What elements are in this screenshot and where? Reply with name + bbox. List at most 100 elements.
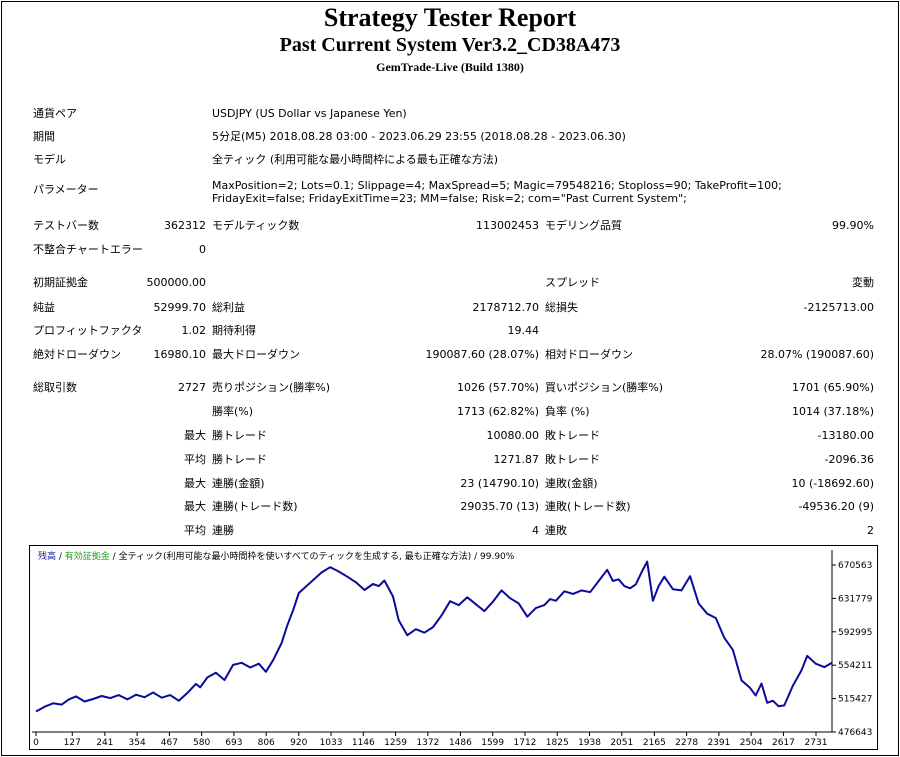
avg-cons-win-label: 連勝 [212,524,234,537]
bars-value: 362312 [164,219,206,232]
avg-cons-win-value: 4 [532,524,539,537]
legend-equity: 有効証拠金 [64,552,110,562]
x-tick-label: 2731 [805,738,828,748]
max-win-label: 勝トレード [212,429,267,442]
balance-chart [29,545,878,750]
max-word-3: 最大 [184,500,206,513]
long-label: 買いポジション(勝率%) [545,381,664,394]
max-word: 最大 [184,429,206,442]
x-tick-label: 0 [33,738,39,748]
y-tick-label: 476643 [838,728,872,738]
ticks-value: 113002453 [476,219,539,232]
ticks-label: モデルティック数 [212,219,300,232]
trades-value: 2727 [178,381,206,394]
x-tick-label: 2504 [740,738,763,748]
rel-dd-value: 28.07% (190087.60) [760,348,874,361]
x-tick-label: 2617 [772,738,795,748]
gross-profit-value: 2178712.70 [472,301,539,314]
expected-value: 19.44 [507,324,540,337]
x-tick-label: 1599 [481,738,504,748]
pf-label: プロフィットファクタ [33,324,143,337]
quality-value: 99.90% [832,219,874,232]
x-tick-label: 806 [258,738,275,748]
y-tick-label: 631779 [838,594,873,604]
max-dd-label: 最大ドローダウン [212,348,300,361]
server-build: GemTrade-Live (Build 1380) [376,60,524,74]
legend-sep-1: / [56,552,65,562]
y-tick-label: 554211 [838,661,872,671]
abs-dd-value: 16980.10 [153,348,207,361]
cons-win-amt-value: 23 (14790.10) [460,477,539,490]
cons-win-cnt-label: 連勝(トレード数) [212,500,298,513]
mismatch-label: 不整合チャートエラー [33,243,143,256]
cons-win-cnt-value: 29035.70 (13) [460,500,539,513]
pf-value: 1.02 [181,324,207,337]
avg-loss-value: -2096.36 [824,453,874,466]
loss-label: 負率 (%) [545,405,590,418]
long-value: 1701 (65.90%) [791,381,874,394]
deposit-label: 初期証拠金 [33,276,88,289]
gross-loss-label: 総損失 [545,301,578,314]
avg-word-2: 平均 [184,524,206,537]
win-value: 1713 (62.82%) [456,405,539,418]
cons-loss-cnt-value: -49536.20 (9) [798,500,874,513]
win-label: 勝率(%) [212,405,254,418]
short-label: 売りポジション(勝率%) [212,381,331,394]
strategy-name: Past Current System Ver3.2_CD38A473 [279,34,621,56]
x-tick-label: 127 [64,738,81,748]
x-tick-label: 1033 [320,738,343,748]
avg-cons-loss-value: 2 [867,524,874,537]
period-value: 5分足(M5) 2018.08.28 03:00 - 2023.06.29 23… [212,130,626,143]
mismatch-value: 0 [199,243,206,256]
cons-loss-cnt-label: 連敗(トレード数) [545,500,631,513]
x-tick-label: 241 [96,738,113,748]
legend-balance: 残高 [38,552,57,562]
x-tick-label: 354 [129,738,146,748]
max-word-2: 最大 [184,477,206,490]
report-title: Strategy Tester Report [323,3,577,32]
legend-quality: 99.90% [480,552,515,562]
legend-sep-2: / [109,552,119,562]
max-win-value: 10080.00 [486,429,540,442]
max-loss-value: -13180.00 [817,429,874,442]
period-label: 期間 [33,130,55,143]
pair-label: 通貨ペア [33,107,77,120]
loss-value: 1014 (37.18%) [791,405,874,418]
y-tick-label: 670563 [838,561,872,571]
cons-loss-amt-value: 10 (-18692.60) [791,477,874,490]
cons-win-amt-label: 連勝(金額) [212,477,265,490]
avg-win-value: 1271.87 [493,453,540,466]
x-tick-label: 1825 [546,738,569,748]
rel-dd-label: 相対ドローダウン [545,348,633,361]
x-tick-label: 693 [225,738,242,748]
trades-label: 総取引数 [33,381,77,394]
x-tick-label: 2278 [675,738,698,748]
model-label: モデル [33,153,66,166]
model-value: 全ティック (利用可能な最小時間枠による最も正確な方法) [212,153,499,166]
avg-word: 平均 [184,453,206,466]
y-tick-label: 592995 [838,628,872,638]
params-value: MaxPosition=2; Lots=0.1; Slippage=4; Max… [212,179,782,205]
max-loss-label: 敗トレード [545,429,600,442]
net-value: 52999.70 [153,301,207,314]
pair-value: USDJPY (US Dollar vs Japanese Yen) [212,107,407,120]
x-tick-label: 580 [193,738,210,748]
max-dd-value: 190087.60 (28.07%) [425,348,539,361]
chart-legend: 残高 / 有効証拠金 / 全ティック(利用可能な最小時間枠を使いすべてのティック… [38,549,514,562]
y-tick-label: 515427 [838,695,872,705]
net-label: 純益 [33,301,55,314]
x-tick-label: 1146 [352,738,375,748]
x-tick-label: 1486 [449,738,472,748]
quality-label: モデリング品質 [545,219,622,232]
spread-value: 変動 [852,276,874,289]
abs-dd-label: 絶対ドローダウン [33,348,121,361]
legend-model: 全ティック(利用可能な最小時間枠を使いすべてのティックを生成する, 最も正確な方… [118,552,472,562]
x-tick-label: 1712 [514,738,537,748]
x-tick-label: 920 [290,738,307,748]
gross-loss-value: -2125713.00 [803,301,874,314]
avg-cons-loss-label: 連敗 [545,524,567,537]
legend-sep-3: / [471,552,481,562]
cons-loss-amt-label: 連敗(金額) [545,477,598,490]
x-tick-label: 1938 [578,738,601,748]
bars-label: テストバー数 [33,219,99,232]
